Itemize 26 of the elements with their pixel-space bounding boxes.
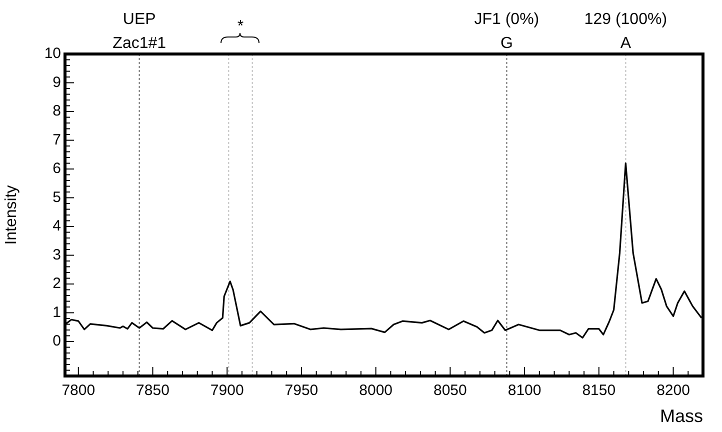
x-tick-label: 8000 [359, 382, 393, 400]
y-tick-label: 2 [52, 275, 61, 292]
x-axis-title: Mass [660, 406, 703, 426]
y-tick-label: 0 [52, 332, 61, 350]
y-tick-label: 1 [52, 304, 61, 321]
x-tick-label: 8100 [508, 382, 542, 400]
x-tick-label: 7800 [62, 382, 96, 400]
y-axis-title: Intensity [3, 185, 20, 245]
y-tick-label: 5 [52, 188, 61, 206]
x-tick-label: 7900 [210, 382, 244, 400]
x-tick-label: 8200 [656, 382, 690, 400]
y-tick-label: 8 [52, 102, 61, 120]
y-tick-label: 4 [52, 218, 61, 235]
y-tick-label: 9 [52, 74, 61, 91]
x-tick-label: 7950 [284, 382, 318, 400]
text: * [236, 18, 245, 36]
y-tick-label: 3 [52, 246, 61, 264]
y-tick-label: 10 [44, 45, 61, 62]
x-tick-label: 7850 [136, 382, 170, 400]
ref-line-label: JF1 (0%) G [474, 11, 540, 52]
x-tick-label: 8050 [433, 382, 467, 400]
y-tick-label: 7 [52, 131, 61, 148]
x-tick-label: 8150 [582, 382, 616, 400]
ref-line-label: UEP Zac1#1 [112, 11, 166, 52]
ref-line-label: 129 (100%) A [584, 11, 668, 52]
y-tick-label: 6 [52, 160, 61, 178]
